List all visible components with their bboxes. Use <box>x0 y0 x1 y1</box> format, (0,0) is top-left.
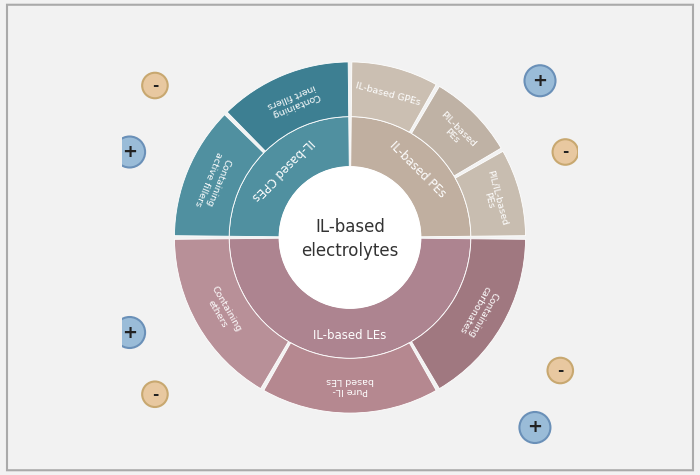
Text: Containing
carbonates: Containing carbonates <box>457 284 500 339</box>
Text: +: + <box>122 323 137 342</box>
Circle shape <box>114 317 145 348</box>
Text: +: + <box>122 143 137 161</box>
Text: +: + <box>533 72 547 90</box>
Text: IL-based: IL-based <box>315 218 385 237</box>
Wedge shape <box>412 86 501 176</box>
Text: +: + <box>527 418 542 437</box>
Wedge shape <box>412 239 526 389</box>
Wedge shape <box>229 238 471 358</box>
Wedge shape <box>174 114 264 236</box>
Circle shape <box>552 139 578 165</box>
Text: Containing
ethers: Containing ethers <box>201 285 243 339</box>
Text: electrolytes: electrolytes <box>301 242 399 260</box>
Text: Containing
inert fillers: Containing inert fillers <box>266 82 321 119</box>
Text: IL-based GPEs: IL-based GPEs <box>355 81 422 107</box>
Wedge shape <box>229 117 349 237</box>
Wedge shape <box>174 239 288 389</box>
Text: PIL/IL-based
PEs: PIL/IL-based PEs <box>477 169 510 229</box>
Text: Containing
active fillers: Containing active fillers <box>193 151 233 211</box>
Circle shape <box>547 358 573 383</box>
Text: Pure IL-
based LEs: Pure IL- based LEs <box>326 376 374 395</box>
Text: IL-based CPEs: IL-based CPEs <box>248 136 316 203</box>
Wedge shape <box>228 62 349 151</box>
Text: IL-based LEs: IL-based LEs <box>314 329 386 342</box>
Wedge shape <box>455 152 526 236</box>
Wedge shape <box>351 62 436 132</box>
Wedge shape <box>351 117 471 237</box>
Text: IL-based PEs: IL-based PEs <box>387 139 449 200</box>
Circle shape <box>142 381 168 407</box>
Text: -: - <box>152 387 158 402</box>
Text: -: - <box>557 363 564 378</box>
Circle shape <box>142 73 168 98</box>
Circle shape <box>114 136 145 168</box>
Wedge shape <box>264 343 436 413</box>
Text: -: - <box>562 144 568 160</box>
Circle shape <box>279 167 421 308</box>
Circle shape <box>524 65 556 96</box>
Text: PIL-based
PEs: PIL-based PEs <box>432 110 477 155</box>
Circle shape <box>519 412 550 443</box>
Text: -: - <box>152 78 158 93</box>
